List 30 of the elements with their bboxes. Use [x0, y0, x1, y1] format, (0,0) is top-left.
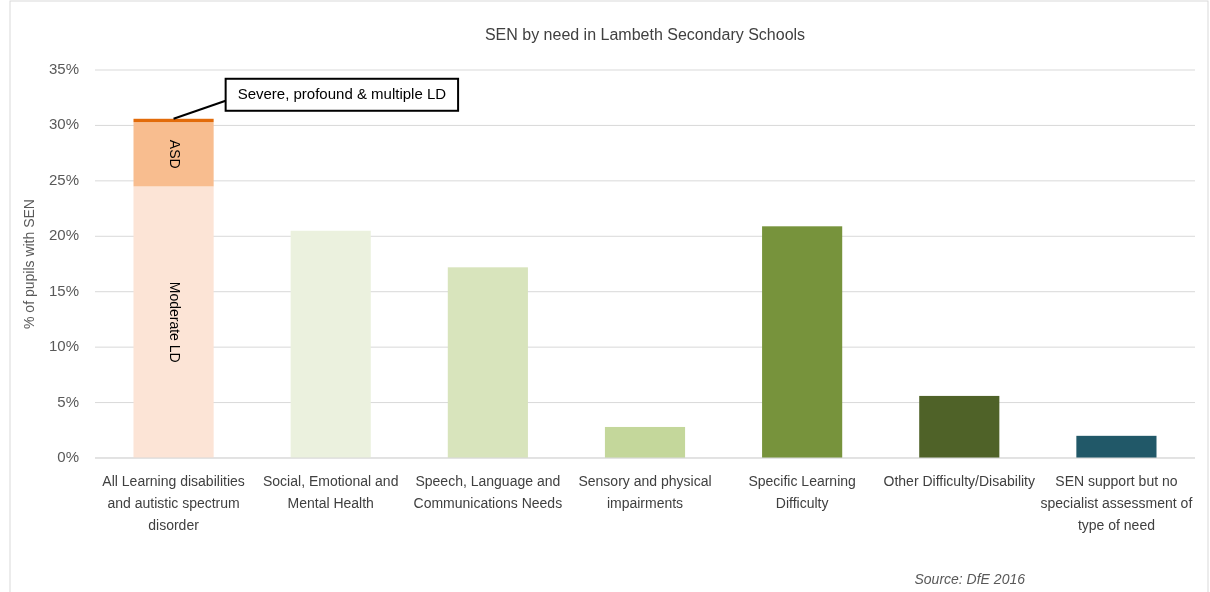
x-tick-label: Other Difficulty/Disability [883, 473, 1036, 489]
series-label: ASD [166, 139, 183, 169]
bar [1076, 435, 1157, 458]
bar [762, 226, 843, 458]
x-tick-label: Specific Learning Difficulty [748, 473, 856, 511]
x-tick-label: Sensory and physical impairments [578, 473, 712, 511]
bar [604, 426, 686, 458]
y-tick-label: 20% [48, 226, 79, 244]
y-tick-label: 35% [48, 59, 79, 77]
bar [290, 230, 371, 458]
bar [919, 395, 1000, 458]
y-tick-label: 10% [48, 337, 79, 355]
y-tick-label: 0% [57, 447, 79, 465]
y-tick-label: 15% [48, 281, 79, 299]
y-tick-label: 5% [57, 392, 79, 410]
x-tick-label: Speech, Language and Communications Needs [413, 473, 563, 511]
bar [133, 186, 214, 458]
bar [447, 267, 528, 458]
series-label: Severe, profound & multiple LD [237, 84, 447, 102]
chart-title: SEN by need in Lambeth Secondary Schools [484, 26, 806, 43]
x-tick-label: SEN support but no specialist assessment of type of need [1040, 473, 1193, 533]
x-tick-label: All Learning disabilities and autistic spectrum disorder [102, 473, 245, 533]
x-tick-label: Social, Emotional and Mental Health [263, 473, 399, 511]
y-axis-title: % of pupils with SEN [21, 199, 37, 329]
y-tick-label: 30% [48, 115, 79, 133]
bar [133, 118, 214, 123]
y-tick-label: 25% [48, 170, 79, 188]
series-label: Moderate LD [166, 281, 183, 363]
bar [133, 122, 214, 187]
source-note: Source: DfE 2016 [914, 571, 1026, 587]
